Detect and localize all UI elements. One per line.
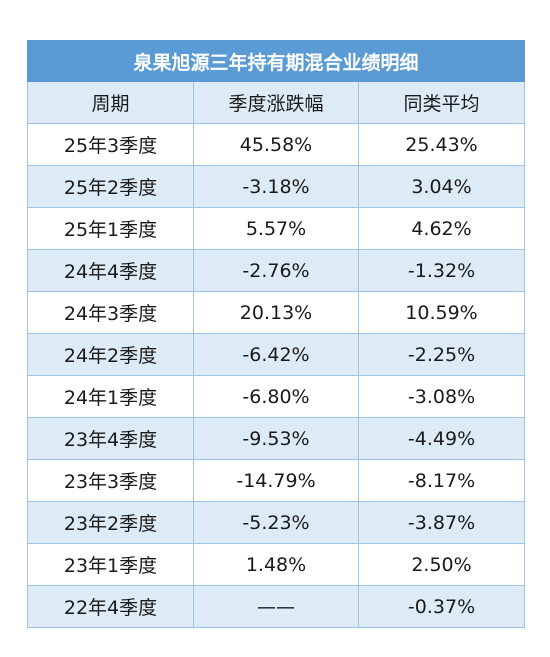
quarterly-change-cell: -6.42% [193,333,359,376]
table-row: 25年2季度 -3.18% 3.04% [27,165,526,208]
header-quarterly-change: 季度涨跌幅 [193,81,359,124]
table-title: 泉果旭源三年持有期混合业绩明细 [26,40,526,82]
period-cell: 23年3季度 [27,459,194,502]
period-cell: 23年1季度 [27,543,194,586]
peer-average-cell: 2.50% [357,543,526,586]
performance-table-container: 泉果旭源三年持有期混合业绩明细 周期 季度涨跌幅 同类平均 25年3季度 45.5… [26,40,526,628]
table-row: 23年4季度 -9.53% -4.49% [27,417,526,460]
table-body: 25年3季度 45.58% 25.43% 25年2季度 -3.18% 3.04% 25年1季… [27,123,526,628]
table-row: 24年1季度 -6.80% -3.08% [27,375,526,418]
header-peer-average: 同类平均 [357,81,526,124]
period-cell: 23年4季度 [27,417,194,460]
table-row: 25年3季度 45.58% 25.43% [27,123,526,166]
table-row: 24年2季度 -6.42% -2.25% [27,333,526,376]
period-cell: 25年2季度 [27,165,194,208]
performance-table: 泉果旭源三年持有期混合业绩明细 周期 季度涨跌幅 同类平均 25年3季度 45.5… [26,40,526,628]
quarterly-change-cell: -6.80% [193,375,359,418]
quarterly-change-cell: -5.23% [193,501,359,544]
period-cell: 25年1季度 [27,207,194,250]
peer-average-cell: 3.04% [357,165,526,208]
quarterly-change-cell: 20.13% [193,291,359,334]
quarterly-change-cell: 1.48% [193,543,359,586]
quarterly-change-cell: -2.76% [193,249,359,292]
table-row: 23年2季度 -5.23% -3.87% [27,501,526,544]
period-cell: 22年4季度 [27,585,194,628]
period-cell: 24年4季度 [27,249,194,292]
peer-average-cell: 25.43% [357,123,526,166]
table-row: 24年4季度 -2.76% -1.32% [27,249,526,292]
table-row: 22年4季度 —— -0.37% [27,585,526,628]
quarterly-change-cell: 5.57% [193,207,359,250]
header-period: 周期 [27,81,194,124]
peer-average-cell: 10.59% [357,291,526,334]
peer-average-cell: -4.49% [357,417,526,460]
table-row: 25年1季度 5.57% 4.62% [27,207,526,250]
period-cell: 24年3季度 [27,291,194,334]
peer-average-cell: -8.17% [357,459,526,502]
quarterly-change-cell: -9.53% [193,417,359,460]
peer-average-cell: 4.62% [357,207,526,250]
quarterly-change-cell: -3.18% [193,165,359,208]
peer-average-cell: -3.87% [357,501,526,544]
period-cell: 24年2季度 [27,333,194,376]
title-row: 泉果旭源三年持有期混合业绩明细 [26,40,526,82]
quarterly-change-cell: -14.79% [193,459,359,502]
period-cell: 25年3季度 [27,123,194,166]
quarterly-change-cell: —— [193,585,359,628]
peer-average-cell: -2.25% [357,333,526,376]
peer-average-cell: -0.37% [357,585,526,628]
period-cell: 23年2季度 [27,501,194,544]
header-row: 周期 季度涨跌幅 同类平均 [27,81,526,124]
peer-average-cell: -1.32% [357,249,526,292]
peer-average-cell: -3.08% [357,375,526,418]
table-row: 24年3季度 20.13% 10.59% [27,291,526,334]
period-cell: 24年1季度 [27,375,194,418]
table-row: 23年3季度 -14.79% -8.17% [27,459,526,502]
table-row: 23年1季度 1.48% 2.50% [27,543,526,586]
quarterly-change-cell: 45.58% [193,123,359,166]
